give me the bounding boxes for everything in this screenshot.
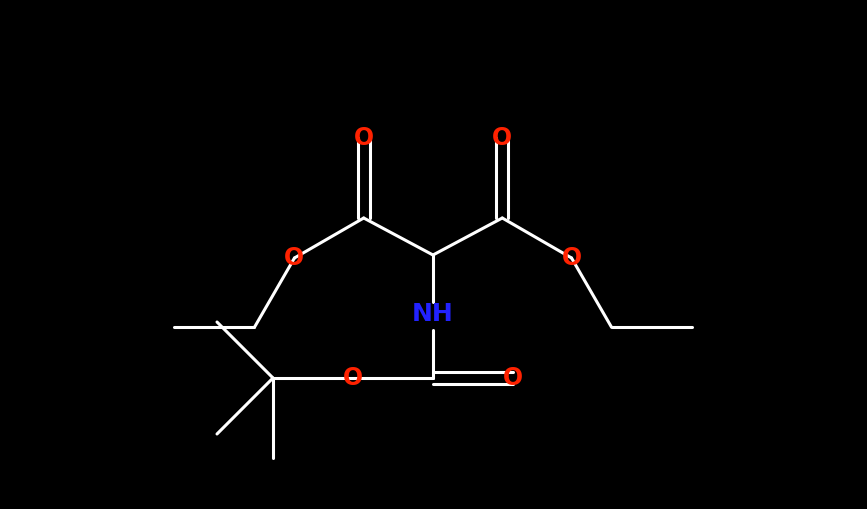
Text: O: O	[284, 246, 304, 270]
Text: NH: NH	[412, 302, 454, 326]
Text: O: O	[562, 246, 582, 270]
Text: O: O	[503, 366, 523, 390]
Text: O: O	[354, 126, 374, 150]
Text: O: O	[343, 366, 363, 390]
Text: O: O	[492, 126, 512, 150]
